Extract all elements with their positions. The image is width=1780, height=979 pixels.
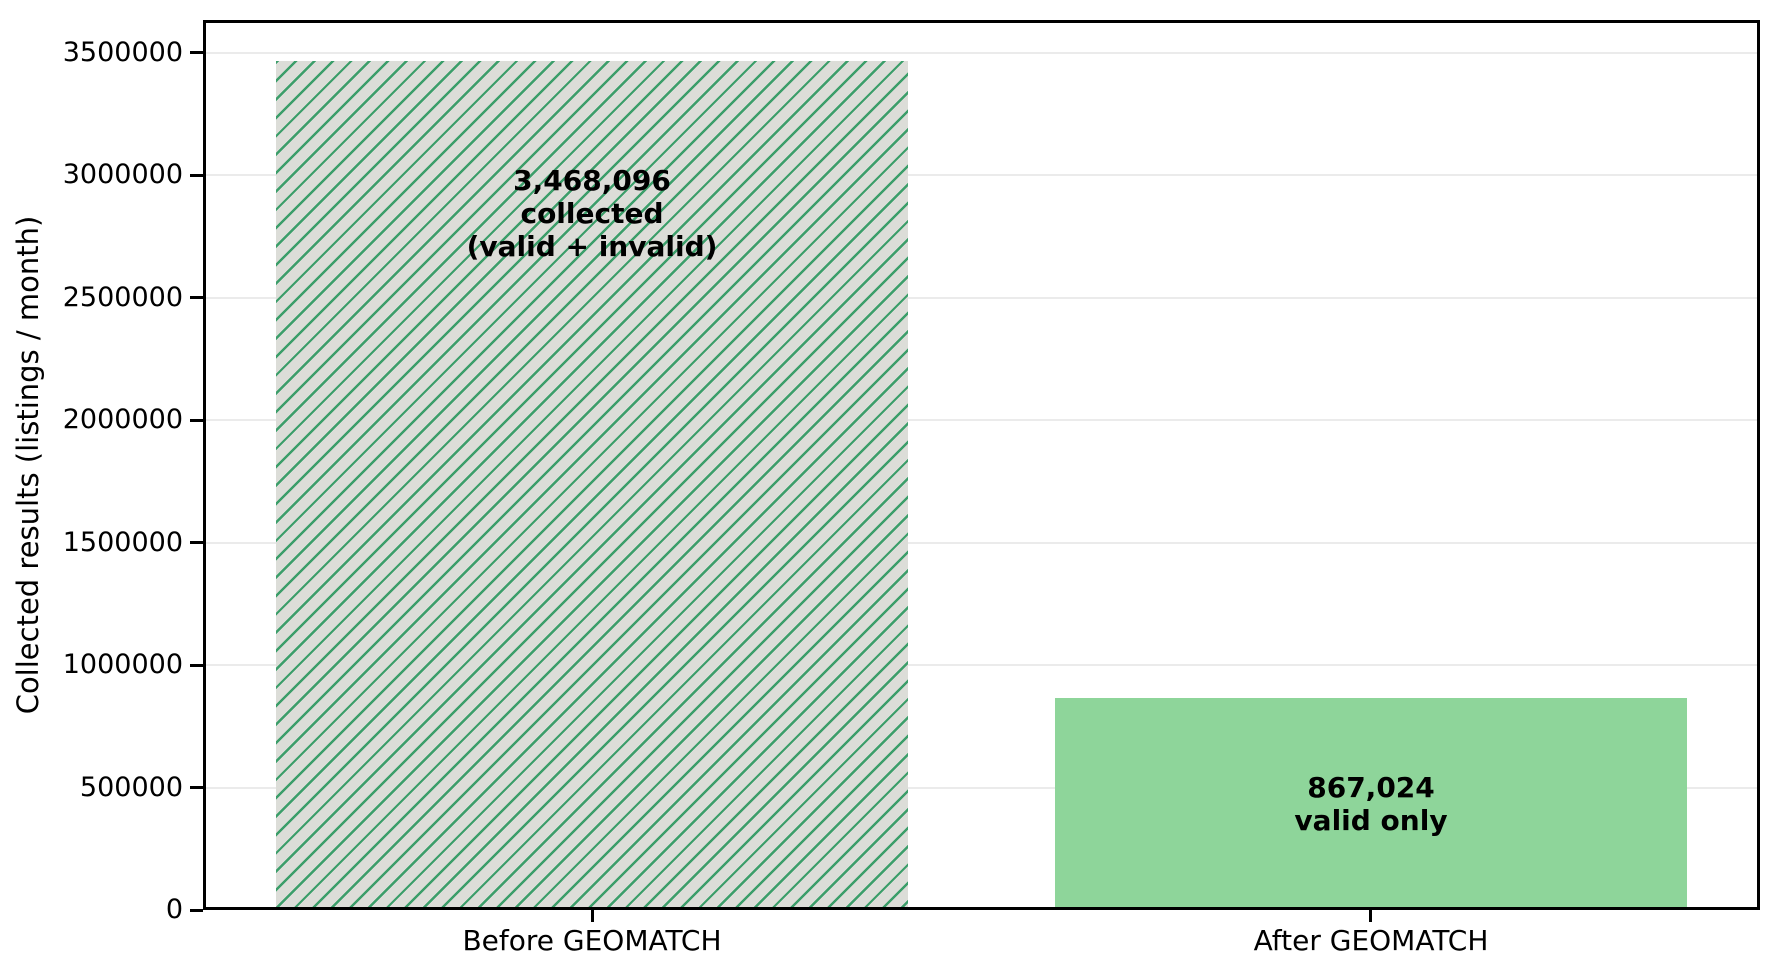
- y-tick-label: 2000000: [62, 404, 183, 436]
- y-tick-label: 1500000: [62, 526, 183, 558]
- y-tick-mark: [190, 663, 203, 667]
- bar-annotation-line: (valid + invalid): [466, 230, 718, 263]
- bar-solid: [1055, 697, 1687, 910]
- gridline: [203, 664, 1760, 667]
- y-tick-label: 0: [165, 894, 183, 925]
- bar-value-annotation: 3,468,096 collected (valid + invalid): [282, 164, 902, 263]
- y-tick-label: 500000: [79, 771, 183, 803]
- y-tick-mark: [190, 541, 203, 545]
- gridline: [203, 541, 1760, 544]
- y-tick-mark: [190, 296, 203, 300]
- bar-annotation-line: collected: [520, 197, 664, 230]
- x-tick-mark: [591, 910, 594, 922]
- x-tick-label: After GEOMATCH: [1253, 924, 1489, 957]
- bar-hatched: [276, 60, 908, 910]
- gridline: [203, 419, 1760, 422]
- y-tick-mark: [190, 51, 203, 55]
- y-tick-label: 1000000: [62, 649, 183, 681]
- y-tick-label: 2500000: [62, 281, 183, 313]
- y-tick-label: 3000000: [62, 159, 183, 191]
- y-tick-mark: [190, 908, 203, 912]
- gridline: [203, 51, 1760, 54]
- y-tick-label: 3500000: [62, 36, 183, 68]
- x-tick-label: Before GEOMATCH: [462, 924, 722, 957]
- plot-area: 3,468,096 collected (valid + invalid) 867,0…: [203, 20, 1760, 910]
- bar-annotation-line: valid only: [1294, 804, 1448, 837]
- bar-annotation-line: 867,024: [1307, 771, 1435, 804]
- y-tick-mark: [190, 173, 203, 177]
- y-tick-mark: [190, 418, 203, 422]
- x-tick-mark: [1369, 910, 1372, 922]
- gridline: [203, 296, 1760, 299]
- gridline: [203, 786, 1760, 789]
- bar-value-annotation: 867,024 valid only: [1061, 771, 1681, 837]
- bar-annotation-line: 3,468,096: [513, 164, 671, 197]
- y-tick-mark: [190, 786, 203, 790]
- gridline: [203, 174, 1760, 177]
